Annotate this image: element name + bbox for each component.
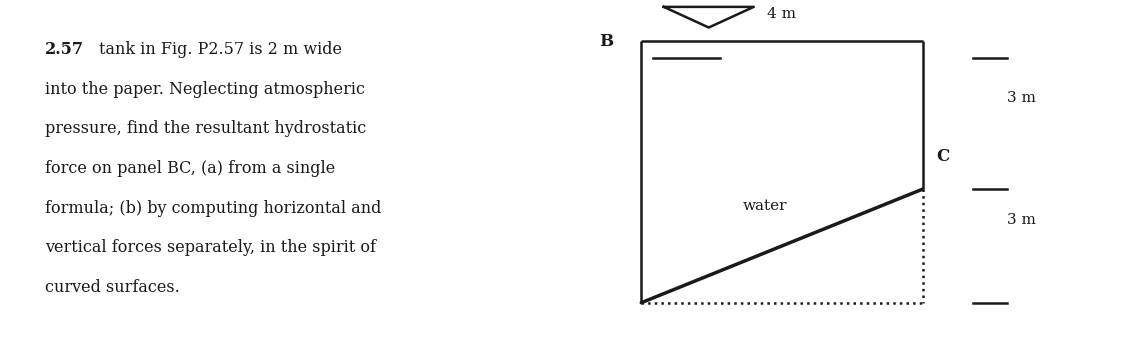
Text: water: water bbox=[742, 200, 787, 213]
Text: C: C bbox=[936, 148, 950, 165]
Text: into the paper. Neglecting atmospheric: into the paper. Neglecting atmospheric bbox=[45, 81, 365, 98]
Text: 4 m: 4 m bbox=[767, 7, 796, 21]
Text: force on panel BC, (a) from a single: force on panel BC, (a) from a single bbox=[45, 160, 335, 177]
Text: curved surfaces.: curved surfaces. bbox=[45, 279, 180, 295]
Text: 3 m: 3 m bbox=[1007, 91, 1036, 105]
Text: 2.57: 2.57 bbox=[45, 41, 84, 58]
Text: formula; (b) by computing horizontal and: formula; (b) by computing horizontal and bbox=[45, 200, 381, 216]
Text: pressure, find the resultant hydrostatic: pressure, find the resultant hydrostatic bbox=[45, 120, 367, 137]
Text: tank in Fig. P2.57 is 2 m wide: tank in Fig. P2.57 is 2 m wide bbox=[99, 41, 342, 58]
Text: B: B bbox=[598, 33, 613, 50]
Text: 3 m: 3 m bbox=[1007, 213, 1036, 227]
Text: vertical forces separately, in the spirit of: vertical forces separately, in the spiri… bbox=[45, 239, 376, 256]
